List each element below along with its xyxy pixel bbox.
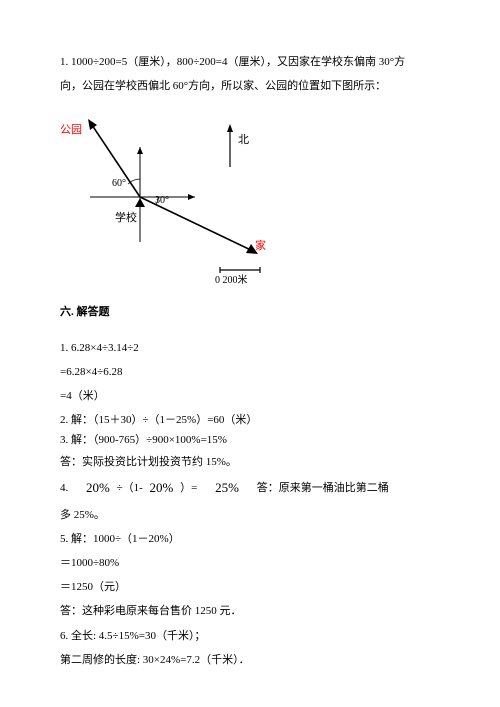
q4-mid2: ）= <box>180 482 208 494</box>
q4-img-c: 25% <box>211 474 243 503</box>
intro-line-1: 1. 1000÷200=5（厘米），800÷200=4（厘米），又因家在学校东偏… <box>60 50 440 74</box>
q1-line3: =4（米） <box>60 384 440 408</box>
label-angle60: 60° <box>112 173 126 195</box>
label-school: 学校 <box>115 206 137 230</box>
label-home: 家 <box>255 234 266 258</box>
q4-img-a: 20% <box>82 474 114 503</box>
q5-line1: 5. 解：1000÷（1－20%） <box>60 527 440 551</box>
q3-line2: 答：实际投资比计划投资节约 15%。 <box>60 450 440 474</box>
q4-img-b: 20% <box>146 474 178 503</box>
q4-mid1: ÷（1- <box>117 482 143 494</box>
q6-line1: 6. 全长: 4.5÷15%=30（千米）； <box>60 624 440 648</box>
label-scale: 0 200米 <box>215 270 248 292</box>
label-angle30: 30° <box>155 190 169 212</box>
label-park: 公园 <box>60 118 82 142</box>
q4-prefix: 4. <box>60 482 79 494</box>
q5-line4: 答：这种彩电原来每台售价 1250 元． <box>60 599 440 623</box>
q1-line1: 1. 6.28×4÷3.14÷2 <box>60 336 440 360</box>
q5-line3: ＝1250（元） <box>60 575 440 599</box>
q2: 2. 解：（15＋30）÷（1－25%）=60（米） <box>60 408 440 432</box>
q4-line1: 4. 20% ÷（1- 20% ）= 25% 答：原来第一桶油比第二桶 <box>60 474 440 503</box>
q3-line1: 3. 解：（900-765）÷900×100%=15% <box>60 432 440 450</box>
intro-line-2: 向，公园在学校西偏北 60°方向，所以家、公园的位置如下图所示： <box>60 74 440 98</box>
q4-line2: 多 25%。 <box>60 503 440 527</box>
section-6-title: 六. 解答题 <box>60 300 440 324</box>
q6-line2: 第二周修的长度: 30×24%=7.2（千米）． <box>60 648 440 672</box>
q1-line2: =6.28×4÷6.28 <box>60 360 440 384</box>
location-diagram: 公园 北 60° 30° 学校 家 0 200米 <box>60 112 300 282</box>
label-north: 北 <box>238 128 249 152</box>
q4-tail: 答：原来第一桶油比第二桶 <box>246 482 389 494</box>
q5-line2: ＝1000÷80% <box>60 551 440 575</box>
